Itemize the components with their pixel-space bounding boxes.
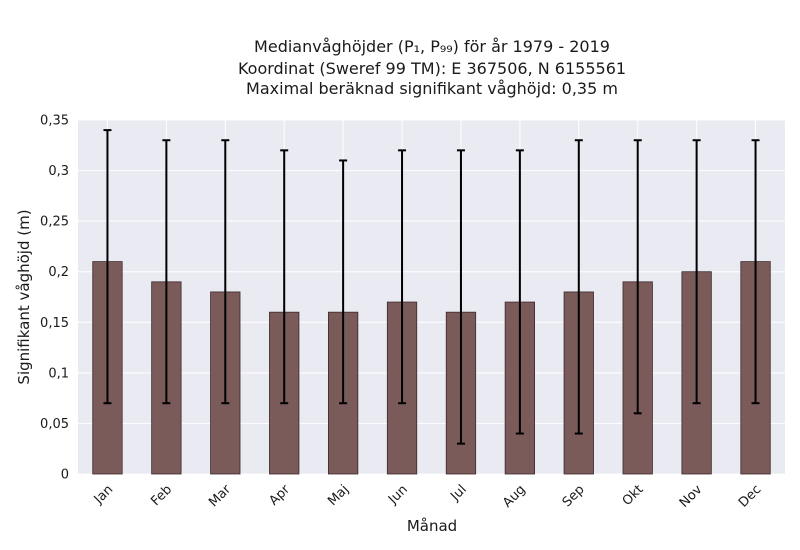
error-bar-jan	[103, 129, 112, 405]
error-bar-aug	[515, 149, 524, 435]
error-bar-series	[103, 129, 760, 445]
x-tick-label: Dec	[736, 482, 764, 510]
chart-title: Medianvåghöjder (P₁, P₉₉) för år 1979 - …	[238, 37, 626, 98]
error-bar-maj	[339, 159, 348, 405]
chart-title-line-1: Medianvåghöjder (P₁, P₉₉) för år 1979 - …	[254, 37, 610, 56]
x-tick-label: Sep	[560, 482, 588, 510]
x-tick-label: Apr	[267, 482, 294, 509]
y-axis-ticks: 0 0,05 0,1 0,15 0,2 0,25 0,3 0,35	[40, 114, 69, 483]
x-tick-label: Jul	[447, 482, 469, 504]
error-bar-sep	[574, 139, 583, 435]
error-bar-jul	[456, 149, 465, 445]
x-axis-label: Månad	[407, 517, 457, 535]
x-tick-label: Jun	[385, 482, 411, 508]
error-bar-feb	[162, 139, 171, 405]
x-tick-label: Feb	[148, 482, 175, 509]
x-tick-label: Aug	[500, 482, 529, 511]
y-axis-label: Signifikant våghöjd (m)	[15, 209, 33, 384]
error-bar-jun	[398, 149, 407, 405]
error-bar-okt	[633, 139, 642, 415]
x-tick-label: Mar	[206, 482, 234, 510]
chart-title-line-2: Koordinat (Sweref 99 TM): E 367506, N 61…	[238, 59, 626, 78]
error-bar-dec	[751, 139, 760, 405]
x-tick-label: Okt	[620, 482, 647, 509]
chart-title-line-3: Maximal beräknad signifikant våghöjd: 0,…	[246, 79, 618, 98]
error-bar-mar	[221, 139, 230, 405]
x-tick-label: Maj	[325, 482, 352, 509]
error-bar-apr	[280, 149, 289, 405]
x-tick-label: Jan	[91, 482, 116, 507]
x-tick-label: Nov	[677, 482, 706, 511]
y-tick-label: 0,25	[40, 215, 69, 230]
y-tick-label: 0,1	[48, 366, 69, 381]
x-axis-ticks: Jan Feb Mar Apr Maj Jun Jul Aug Sep Okt Nov Dec	[91, 482, 765, 511]
y-tick-label: 0,3	[48, 164, 69, 179]
y-tick-label: 0,15	[40, 316, 69, 331]
y-tick-label: 0,05	[40, 417, 69, 432]
y-tick-label: 0	[61, 468, 69, 483]
plot-area	[78, 120, 785, 474]
y-tick-label: 0,2	[48, 265, 69, 280]
y-tick-label: 0,35	[40, 114, 69, 129]
error-bar-nov	[692, 139, 701, 405]
